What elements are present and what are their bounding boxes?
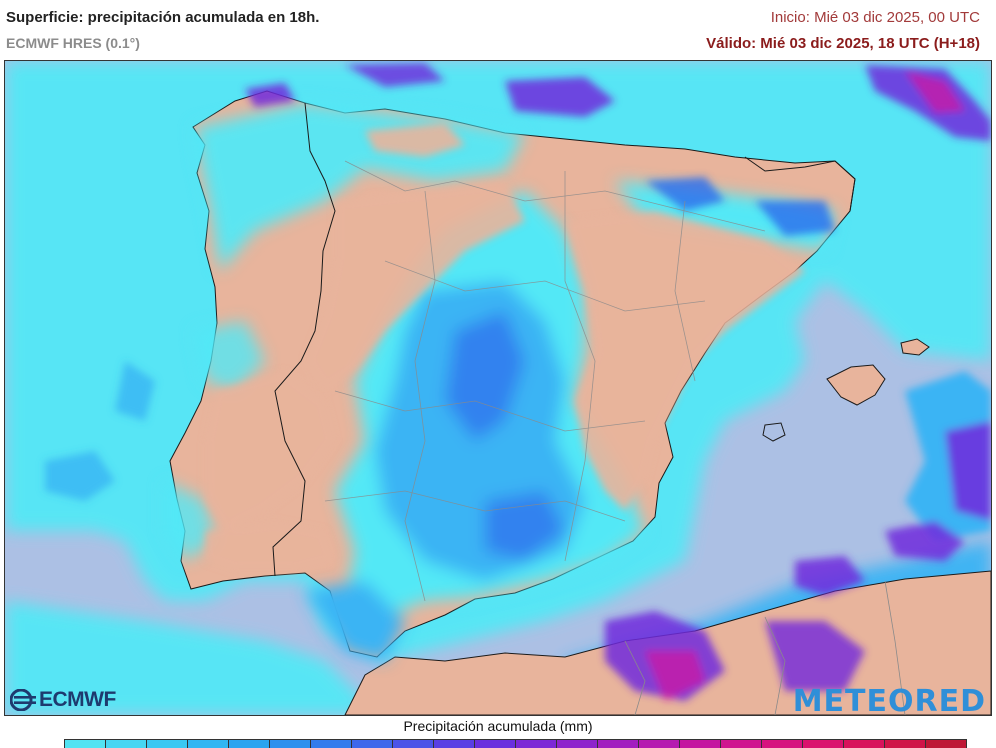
mallorca [826,364,886,406]
precipitation-map[interactable] [4,60,992,716]
ecmwf-logo-text: ECMWF [39,688,116,711]
menorca [900,338,930,356]
legend-swatch [229,740,270,748]
legend-title: Precipitación acumulada (mm) [403,718,593,734]
legend-swatch [475,740,516,748]
rain-heavy-field [45,63,991,701]
ibiza [762,422,786,442]
region-borders [324,160,766,602]
dry-land-patches [205,123,805,571]
legend-swatch [844,740,885,748]
model-label: ECMWF HRES (0.1°) [6,35,140,51]
legend-swatch [557,740,598,748]
africa-borders [624,580,906,715]
legend-swatch [434,740,475,748]
legend-swatch [680,740,721,748]
map-canvas [5,61,991,715]
legend-swatch [188,740,229,748]
header: Superficie: precipitación acumulada en 1… [0,0,996,60]
legend-swatch [352,740,393,748]
legend-swatch [721,740,762,748]
borders [272,102,856,577]
legend-colorbar [64,739,967,748]
legend-swatch [106,740,147,748]
legend-swatch [65,740,106,748]
legend-swatch [393,740,434,748]
legend-swatch [803,740,844,748]
legend-swatch [147,740,188,748]
ecmwf-emblem-icon [10,689,36,711]
legend-swatch [516,740,557,748]
legend-swatch [598,740,639,748]
legend-swatch [926,740,967,748]
init-time: Inicio: Mié 03 dic 2025, 00 UTC [770,9,980,26]
legend-swatch [270,740,311,748]
map-title: Superficie: precipitación acumulada en 1… [6,9,320,26]
legend-swatch [762,740,803,748]
ecmwf-logo: ECMWF [10,687,116,713]
legend-swatch [639,740,680,748]
legend-swatch [311,740,352,748]
legend-swatch [885,740,926,748]
meteored-logo: METEORED [792,684,986,719]
valid-time: Válido: Mié 03 dic 2025, 18 UTC (H+18) [706,35,980,52]
